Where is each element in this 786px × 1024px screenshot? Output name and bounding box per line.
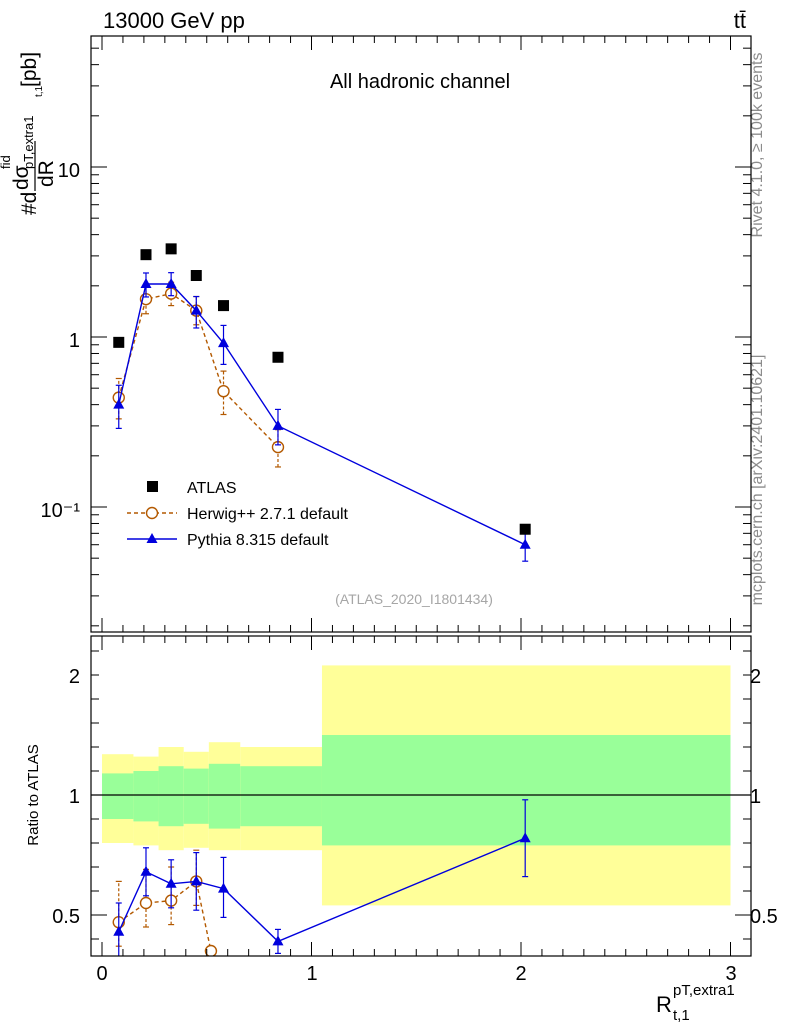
main-atlas-point [113, 336, 125, 348]
main-atlas-point [165, 243, 177, 255]
main-series-line [118, 292, 279, 448]
x-tick-label-2: 2 [515, 963, 526, 985]
x-label-base: R [656, 992, 672, 1017]
main-pythia-point [218, 337, 230, 348]
main-data-layer [112, 243, 531, 562]
ratio-pythia-point [218, 882, 230, 893]
ratio-herwig-point [204, 944, 218, 956]
ratio-pythia-point [140, 865, 152, 876]
ratio-y-axis-label: Ratio to ATLAS [25, 744, 42, 845]
main-atlas-point [140, 249, 152, 261]
main-pythia-point [140, 278, 152, 289]
y-label-prefix: #d [18, 192, 41, 215]
ratio-inner-band [183, 768, 209, 824]
y-tick-label-10: 10 [58, 160, 80, 182]
legend-atlas-marker [147, 481, 158, 492]
main-plot-panel: All hadronic channel (ATLAS_2020_I180143… [0, 35, 752, 633]
ratio-pythia-point [165, 877, 177, 888]
x-tick-label-1: 1 [306, 963, 317, 985]
legend-pythia-marker [146, 533, 158, 543]
ratio-pythia-point [272, 935, 284, 946]
x-axis-label: R pT,extra1 t,1 [656, 982, 735, 1024]
ratio-data-layer [112, 799, 531, 956]
ratio-y-tick-label-2: 2 [69, 666, 80, 688]
energy-label: 13000 GeV pp [103, 8, 245, 33]
ratio-inner-band [321, 735, 731, 846]
ratio-y-tick-label-right-2: 2 [750, 666, 761, 688]
ratio-pythia-point [519, 832, 531, 843]
ratio-inner-band [158, 766, 184, 827]
main-axis-ticks [91, 36, 751, 632]
ratio-uncertainty-bands [102, 665, 731, 906]
main-pythia-point [113, 398, 125, 409]
ratio-inner-band [208, 763, 241, 829]
ratio-y-tick-label-1: 1 [69, 786, 80, 808]
y-label-superscript: fid [0, 155, 13, 169]
ratio-pythia-point [190, 875, 202, 886]
y-label-denominator: dR [35, 160, 58, 187]
y-label-unit: [pb] [18, 52, 41, 87]
ratio-plot-panel: 0.5 1 2 0.5 1 2 Ratio to ATLAS 0 1 2 3 R… [25, 635, 778, 1024]
x-label-subscript: t,1 [673, 1007, 690, 1024]
main-y-axis-label: #d dσ dR fid pT,extra1 t,1 [pb] [0, 52, 58, 215]
main-pythia-point [165, 278, 177, 289]
main-atlas-point [272, 351, 284, 363]
ratio-axis-ticks [91, 636, 751, 956]
main-pythia-point [190, 304, 202, 315]
y-label-subsubscript: t,1 [34, 85, 45, 97]
main-pythia-point [519, 538, 531, 549]
ratio-inner-band [102, 773, 134, 819]
main-pythia-point [272, 419, 284, 430]
legend-herwig-label: Herwig++ 2.7.1 default [187, 506, 349, 523]
ratio-plot-frame [90, 635, 752, 957]
analysis-label: (ATLAS_2020_I1801434) [335, 591, 493, 607]
legend: ATLAS Herwig++ 2.7.1 default Pythia 8.31… [127, 480, 349, 549]
legend-pythia-label: Pythia 8.315 default [187, 532, 329, 549]
ratio-y-tick-label-0p5: 0.5 [52, 906, 80, 928]
chart-title: All hadronic channel [330, 71, 510, 93]
x-tick-label-3: 3 [725, 963, 736, 985]
legend-atlas-label: ATLAS [187, 480, 237, 497]
y-tick-label-1: 1 [69, 330, 80, 352]
main-atlas-point [218, 300, 230, 312]
mcplots-label: mcplots.cern.ch [arXiv:2401.10621] [749, 355, 766, 606]
ratio-herwig-point [139, 896, 153, 910]
x-tick-label-0: 0 [96, 963, 107, 985]
main-atlas-point [190, 270, 202, 282]
main-herwig-point [217, 384, 230, 398]
main-plot-frame [90, 35, 752, 633]
ratio-y-tick-label-right-0p5: 0.5 [750, 906, 778, 928]
ratio-y-tick-label-right-1: 1 [750, 786, 761, 808]
process-label: tt̄ [734, 8, 746, 33]
y-label-numerator: dσ [10, 165, 33, 190]
ratio-inner-band [240, 766, 322, 827]
y-tick-label-0p1: 10⁻¹ [41, 500, 81, 522]
ratio-pythia-point [113, 925, 125, 936]
x-label-superscript: pT,extra1 [673, 982, 735, 999]
ratio-inner-band [133, 771, 159, 822]
rivet-version-label: Rivet 4.1.0, ≥ 100k events [749, 53, 766, 238]
y-label-subscript: pT,extra1 [21, 116, 36, 169]
ratio-series-line [118, 880, 212, 952]
legend-herwig-marker [145, 506, 159, 520]
main-atlas-point [519, 523, 531, 535]
